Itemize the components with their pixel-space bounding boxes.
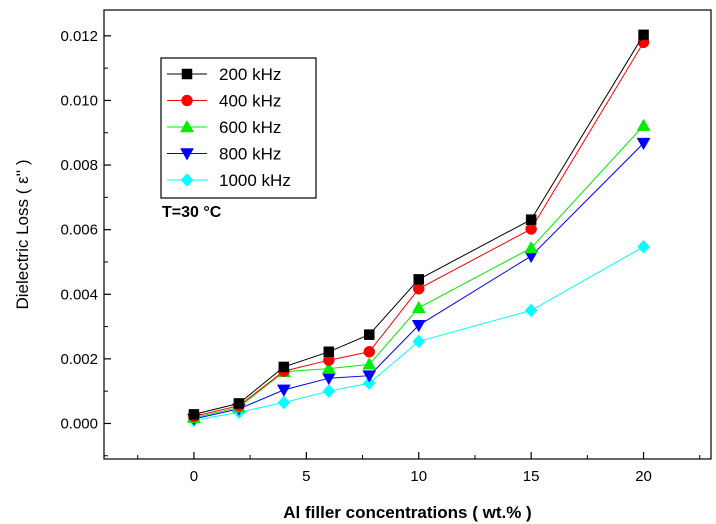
series-line: [193, 125, 644, 419]
data-point: [413, 274, 424, 285]
data-point: [412, 283, 425, 295]
data-point: [411, 300, 426, 314]
legend-item: 200 kHz: [167, 65, 281, 84]
series-layer: [186, 29, 651, 428]
data-point: [637, 239, 650, 254]
x-axis-title: Al filler concentrations ( wt.% ): [283, 503, 531, 522]
x-tick-label: 10: [410, 468, 427, 485]
series-line: [193, 42, 645, 417]
y-tick-label: 0.012: [60, 28, 98, 45]
x-tick-label: 0: [190, 468, 198, 485]
data-point: [277, 395, 291, 410]
data-point: [638, 29, 649, 41]
y-tick-label: 0.008: [60, 157, 98, 174]
y-tick-label: 0.010: [60, 92, 98, 109]
series-line: [193, 246, 644, 421]
data-point: [525, 214, 537, 225]
legend-label: 200 kHz: [219, 65, 281, 84]
x-tick-label: 5: [302, 468, 310, 485]
y-tick-label: 0.004: [60, 286, 98, 303]
legend-marker: [181, 94, 193, 107]
axis-ticks: 0.000 0.002 0.004 0.006 0.008 0.010 0.012 0 5 10 1…: [60, 28, 701, 485]
data-point: [364, 329, 375, 340]
data-point: [636, 137, 651, 151]
data-point: [636, 118, 651, 131]
data-point: [323, 346, 335, 358]
legend-label: 800 kHz: [219, 145, 281, 164]
data-point: [188, 409, 200, 420]
series-200-khz: [188, 29, 649, 420]
data-point: [278, 361, 290, 373]
data-point: [412, 334, 426, 349]
series-line: [193, 142, 644, 420]
data-point: [363, 346, 376, 358]
legend: 200 kHz 400 kHz 600 kHz 800 kHz 1000 kHz: [160, 57, 317, 199]
data-point: [322, 384, 336, 399]
data-point: [525, 223, 537, 235]
y-tick-label: 0.002: [60, 351, 98, 368]
legend-label: 1000 kHz: [219, 171, 291, 190]
x-tick-label: 15: [523, 468, 540, 485]
legend-marker: [180, 119, 194, 133]
y-tick-label: 0.006: [60, 222, 98, 239]
data-point: [276, 384, 291, 397]
data-point: [524, 303, 538, 318]
legend-marker: [180, 148, 194, 161]
data-point: [362, 376, 376, 390]
legend-label: 600 kHz: [219, 118, 281, 137]
temperature-annotation: T=30 °C: [162, 204, 222, 221]
data-point: [233, 398, 245, 409]
data-point: [362, 357, 377, 370]
data-point: [524, 241, 539, 254]
y-tick-label: 0.000: [60, 415, 98, 432]
legend-item: 600 kHz: [167, 118, 281, 137]
legend-item: 400 kHz: [167, 92, 281, 111]
plot-frame: [103, 9, 712, 460]
y-axis-title: Dielectric Loss ( ε'' ): [13, 159, 32, 309]
series-line: [193, 34, 645, 415]
data-point: [411, 320, 426, 333]
x-tick-label: 20: [635, 468, 652, 485]
data-point: [362, 370, 377, 383]
legend-item: 800 kHz: [167, 145, 281, 164]
legend-marker: [181, 68, 193, 80]
legend-item: 1000 kHz: [167, 171, 291, 190]
legend-marker: [180, 173, 194, 187]
data-point: [321, 361, 336, 374]
legend-label: 400 kHz: [219, 92, 281, 111]
